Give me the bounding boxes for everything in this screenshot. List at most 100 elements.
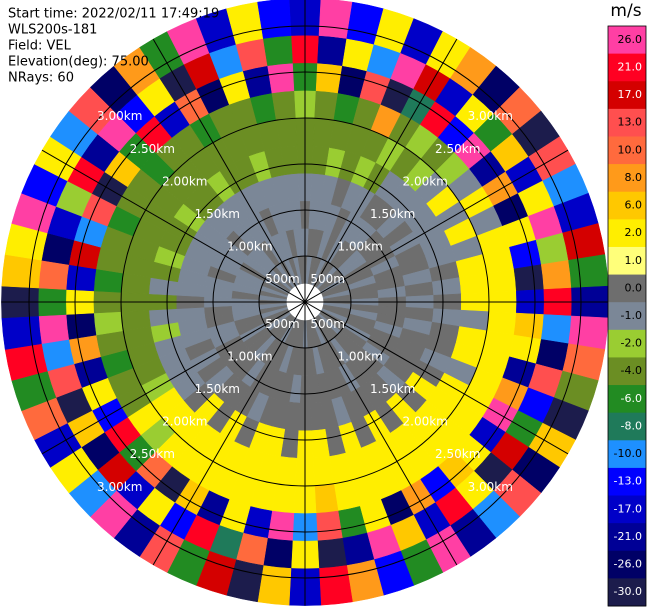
velocity-cell — [314, 483, 339, 514]
range-ring — [74, 71, 536, 533]
velocity-cell — [267, 62, 295, 94]
range-ring — [258, 255, 352, 349]
range-ring-label: 2.50km — [435, 447, 480, 461]
range-ring-label: 3.00km — [468, 109, 513, 123]
colorbar-label: -2.0 — [621, 337, 642, 350]
range-ring — [166, 163, 444, 441]
velocity-cell — [1, 315, 42, 350]
velocity-cell — [262, 35, 293, 67]
info-line: Start time: 2022/02/11 17:49:19 — [8, 7, 219, 22]
colorbar-segment — [608, 412, 646, 441]
colorbar-segment — [608, 219, 646, 248]
velocity-cell — [513, 312, 545, 340]
info-line: WLS200s-181 — [8, 23, 97, 38]
range-ring-label: 1.00km — [337, 350, 382, 364]
colorbar-segment — [608, 274, 646, 303]
range-ring-label: 2.50km — [435, 142, 480, 156]
velocity-cell — [540, 259, 572, 290]
colorbar-segment — [608, 164, 646, 193]
colorbar-segment — [608, 357, 646, 386]
range-ring-label: 3.00km — [97, 109, 142, 123]
colorbar-label: -6.0 — [621, 392, 642, 405]
colorbar-segment — [608, 329, 646, 358]
spoke — [152, 38, 458, 566]
colorbar-segment — [608, 136, 646, 165]
velocity-cell — [38, 314, 70, 345]
info-line: Field: VEL — [8, 39, 72, 54]
velocity-cell — [65, 312, 97, 340]
range-ring-label: 500m — [310, 272, 345, 286]
range-ring — [212, 209, 398, 395]
colorbar-segment — [608, 495, 646, 524]
range-ring-label: 2.50km — [130, 142, 175, 156]
colorbar-label: 6.0 — [625, 199, 643, 212]
range-ring-label: 500m — [265, 317, 300, 331]
velocity-cell — [513, 264, 545, 292]
colorbar-label: 17.0 — [618, 88, 643, 101]
colorbar-label: 8.0 — [625, 171, 643, 184]
range-ring — [28, 25, 582, 579]
colorbar-segment — [608, 53, 646, 82]
colorbar-segment — [608, 191, 646, 220]
colorbar-label: -26.0 — [614, 558, 642, 571]
velocity-cell — [271, 90, 296, 121]
colorbar-label: 0.0 — [625, 281, 643, 294]
range-ring-label: 1.00km — [227, 350, 272, 364]
colorbar-label: 26.0 — [618, 33, 643, 46]
colorbar-label: -17.0 — [614, 502, 642, 515]
range-ring-label: 2.00km — [403, 174, 448, 188]
range-ring-label: 2.00km — [162, 174, 207, 188]
velocity-cell — [317, 537, 348, 569]
range-ring — [120, 117, 490, 487]
velocity-cell — [65, 264, 97, 292]
colorbar-label: 10.0 — [618, 143, 643, 156]
velocity-cell — [315, 62, 343, 94]
range-ring-label: 1.50km — [195, 382, 240, 396]
colorbar-segment — [608, 81, 646, 110]
colorbar-segment — [608, 467, 646, 497]
colorbar-label: -10.0 — [614, 447, 642, 460]
colorbar-segment — [608, 523, 646, 552]
colorbar-label: -8.0 — [621, 419, 642, 432]
colorbar-label: -21.0 — [614, 530, 642, 543]
colorbar-segment — [608, 440, 646, 469]
info-line: Elevation(deg): 75.00 — [8, 55, 149, 70]
velocity-cell — [93, 311, 124, 336]
colorbar-title: m/s — [610, 1, 641, 21]
colorbar-segment — [608, 26, 646, 55]
colorbar-label: -1.0 — [621, 309, 642, 322]
range-ring-label: 2.50km — [130, 447, 175, 461]
colorbar-label: -4.0 — [621, 364, 642, 377]
colorbar-label: 1.0 — [625, 254, 643, 267]
colorbar-segment — [608, 302, 646, 331]
colorbar-segment — [608, 578, 646, 607]
range-ring-label: 1.00km — [337, 239, 382, 253]
range-ring-label: 3.00km — [468, 480, 513, 494]
range-ring-label: 3.00km — [97, 480, 142, 494]
colorbar-label: 2.0 — [625, 226, 643, 239]
range-ring-label: 2.00km — [162, 415, 207, 429]
colorbar-label: -13.0 — [614, 475, 642, 488]
colorbar-segment — [608, 385, 646, 414]
colorbar-label: 21.0 — [618, 60, 643, 73]
velocity-cell — [267, 510, 295, 542]
colorbar-segment — [608, 108, 646, 137]
colorbar-frame — [607, 25, 647, 607]
range-ring-label: 2.00km — [403, 415, 448, 429]
colorbar-segment — [608, 246, 646, 276]
velocity-cell — [540, 314, 572, 345]
colorbar-segment — [608, 550, 646, 579]
velocity-cell — [262, 537, 293, 569]
velocity-cell — [317, 35, 348, 67]
velocity-cell — [318, 565, 353, 606]
range-ring-label: 500m — [310, 317, 345, 331]
range-ring-label: 1.00km — [227, 239, 272, 253]
range-ring-label: 1.50km — [370, 207, 415, 221]
info-line: NRays: 60 — [8, 71, 74, 86]
velocity-cell — [257, 0, 292, 39]
velocity-cell — [486, 268, 517, 293]
range-ring-label: 1.50km — [370, 382, 415, 396]
range-ring-label: 500m — [265, 272, 300, 286]
velocity-cell — [38, 259, 70, 290]
